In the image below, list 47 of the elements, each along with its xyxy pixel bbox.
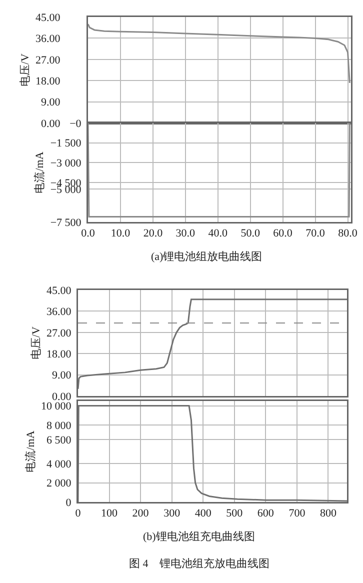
y-axis-title: 电流/mA [24, 430, 37, 472]
x-tick-label: 800 [320, 508, 337, 520]
y-tick-label: 9.00 [41, 96, 61, 109]
y-tick-label: 9.00 [52, 370, 72, 382]
y-tick-label: 0 [66, 496, 72, 509]
x-tick-label: 20.0 [143, 228, 164, 240]
y-tick-label: 2 000 [46, 478, 72, 490]
y-tick-label: −0 [70, 118, 82, 130]
y-axis-title: 电压/V [29, 326, 42, 360]
caption: 图 4 锂电池组充放电曲线图 [129, 557, 270, 570]
y-tick-label: 0.00 [41, 118, 61, 130]
y-tick-label: −1 500 [50, 138, 82, 150]
x-tick-label: 300 [164, 508, 181, 520]
y-tick-label: 10 000 [41, 400, 72, 413]
y-tick-label: 0.00 [52, 390, 72, 403]
y-tick-label: 27.00 [46, 327, 72, 340]
x-tick-label: 60.0 [273, 228, 293, 240]
x-tick-label: 70.0 [306, 228, 326, 240]
line-series [88, 23, 350, 84]
x-tick-label: 50.0 [240, 228, 260, 240]
y-tick-label: 4 000 [46, 458, 72, 470]
y-tick-label: 6 500 [46, 434, 72, 446]
x-tick-label: 200 [132, 508, 150, 520]
y-tick-label: −7 500 [50, 216, 82, 229]
x-tick-label: 100 [101, 508, 118, 520]
y-tick-label: 18.00 [36, 75, 61, 88]
x-tick-label: 80.0 [338, 228, 358, 240]
text: (a)锂电池组放电曲线图 [151, 250, 262, 263]
y-tick-label: −3 000 [50, 157, 82, 170]
x-tick-label: 0.0 [81, 228, 96, 240]
x-tick-label: 30.0 [176, 228, 196, 240]
x-tick-label: 500 [226, 508, 244, 520]
y-axis-title: 电压/V [18, 53, 32, 86]
x-tick-label: 40.0 [208, 228, 228, 240]
x-tick-label: 600 [257, 508, 274, 520]
y-tick-label: 36.00 [36, 33, 61, 46]
y-tick-label: 45.00 [36, 12, 61, 24]
x-tick-label: 10.0 [110, 228, 131, 240]
y-tick-label: 27.00 [36, 54, 61, 66]
y-tick-label: 36.00 [46, 306, 72, 318]
y-axis-title: 电流/mA [33, 152, 46, 194]
y-tick-label: 45.00 [46, 284, 72, 297]
y-tick-label: 8 000 [46, 420, 72, 432]
x-tick-label: 700 [288, 508, 306, 520]
text: (b)锂电池组充电曲线图 [143, 530, 255, 543]
x-tick-label: 400 [194, 508, 212, 520]
y-tick-label: 18.00 [46, 348, 72, 360]
